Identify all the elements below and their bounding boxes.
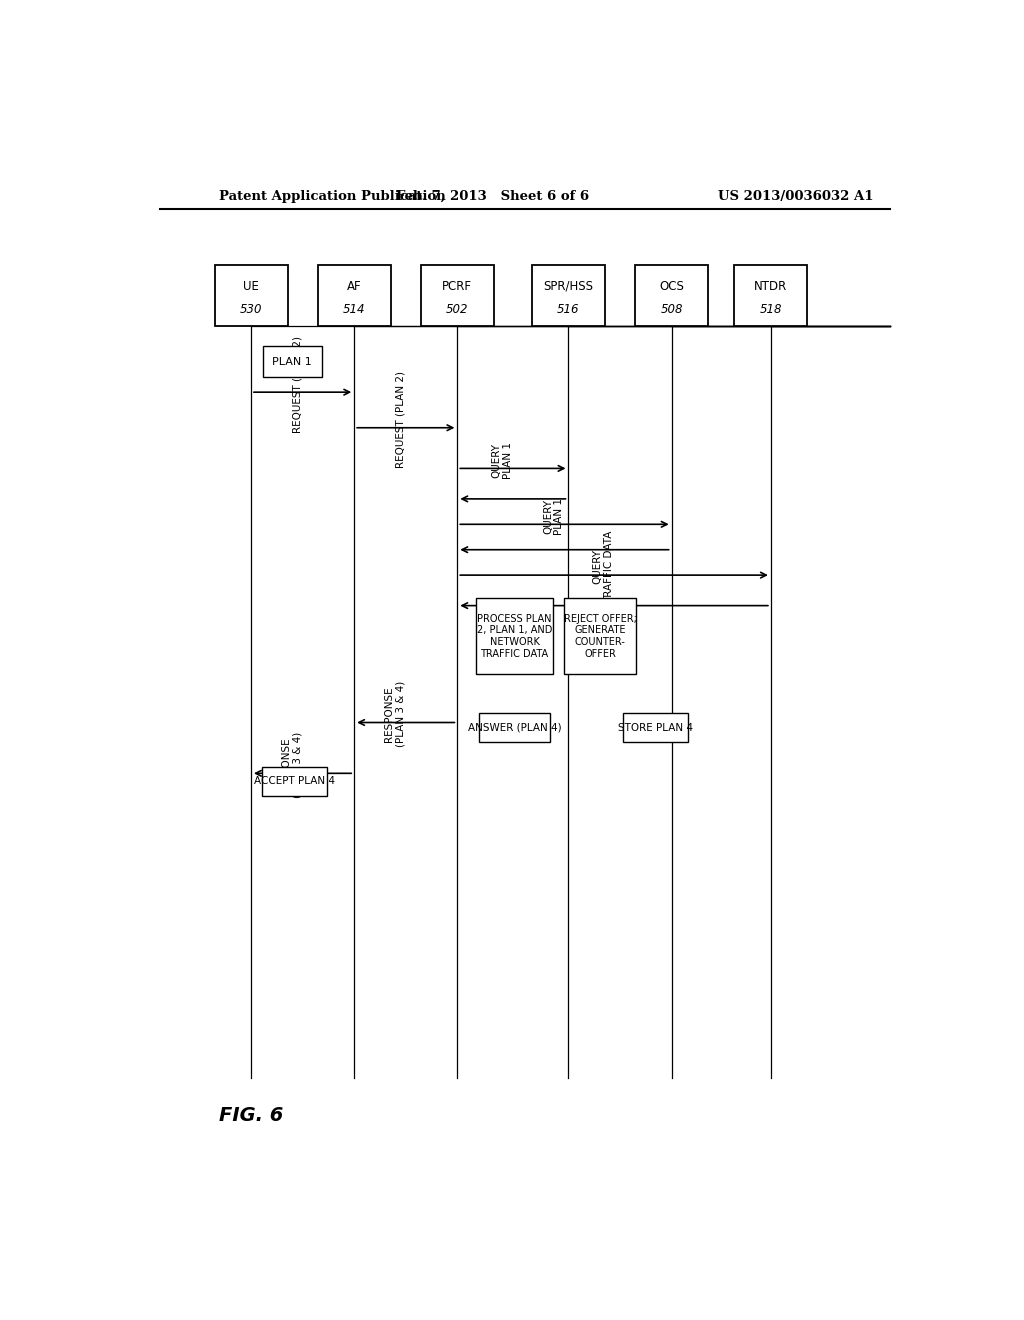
Text: 516: 516 <box>557 302 580 315</box>
Bar <box>734 265 807 326</box>
Text: Feb. 7, 2013   Sheet 6 of 6: Feb. 7, 2013 Sheet 6 of 6 <box>396 190 590 202</box>
Text: QUERY
PLAN 1: QUERY PLAN 1 <box>543 498 564 535</box>
Text: NTDR: NTDR <box>755 280 787 293</box>
Text: AF: AF <box>347 280 361 293</box>
Bar <box>479 713 550 742</box>
Text: REQUEST (PLAN 2): REQUEST (PLAN 2) <box>395 371 406 469</box>
Text: ACCEPT PLAN 4: ACCEPT PLAN 4 <box>254 776 335 787</box>
Text: 518: 518 <box>760 302 782 315</box>
Text: RESPONSE
(PLAN 3 & 4): RESPONSE (PLAN 3 & 4) <box>384 681 406 747</box>
Bar <box>624 713 688 742</box>
Text: FIG. 6: FIG. 6 <box>219 1106 284 1126</box>
Text: RESPONSE
(PLAN 3 & 4): RESPONSE (PLAN 3 & 4) <box>281 733 303 799</box>
Text: 508: 508 <box>660 302 683 315</box>
Text: Patent Application Publication: Patent Application Publication <box>219 190 446 202</box>
Text: 530: 530 <box>240 302 262 315</box>
Text: PLAN 1: PLAN 1 <box>272 356 312 367</box>
Bar <box>317 265 391 326</box>
Text: REJECT OFFER;
GENERATE
COUNTER-
OFFER: REJECT OFFER; GENERATE COUNTER- OFFER <box>564 614 637 659</box>
Text: ANSWER (PLAN 4): ANSWER (PLAN 4) <box>468 722 561 733</box>
Text: PROCESS PLAN
2, PLAN 1, AND
NETWORK
TRAFFIC DATA: PROCESS PLAN 2, PLAN 1, AND NETWORK TRAF… <box>477 614 552 659</box>
Bar <box>262 767 328 796</box>
Text: UE: UE <box>243 280 259 293</box>
Text: SPR/HSS: SPR/HSS <box>544 280 594 293</box>
Bar <box>531 265 605 326</box>
Bar <box>421 265 494 326</box>
Bar <box>262 346 322 378</box>
Text: REQUEST (PLAN 2): REQUEST (PLAN 2) <box>293 335 303 433</box>
Text: OCS: OCS <box>659 280 684 293</box>
Text: STORE PLAN 4: STORE PLAN 4 <box>618 722 693 733</box>
Text: QUERY
TRAFFIC DATA: QUERY TRAFFIC DATA <box>593 531 614 603</box>
Text: 502: 502 <box>446 302 469 315</box>
Text: 514: 514 <box>343 302 366 315</box>
Bar <box>214 265 288 326</box>
Text: QUERY
PLAN 1: QUERY PLAN 1 <box>492 442 513 479</box>
Text: PCRF: PCRF <box>442 280 472 293</box>
Bar <box>564 598 636 675</box>
Bar <box>475 598 553 675</box>
Bar <box>635 265 709 326</box>
Text: US 2013/0036032 A1: US 2013/0036032 A1 <box>719 190 873 202</box>
